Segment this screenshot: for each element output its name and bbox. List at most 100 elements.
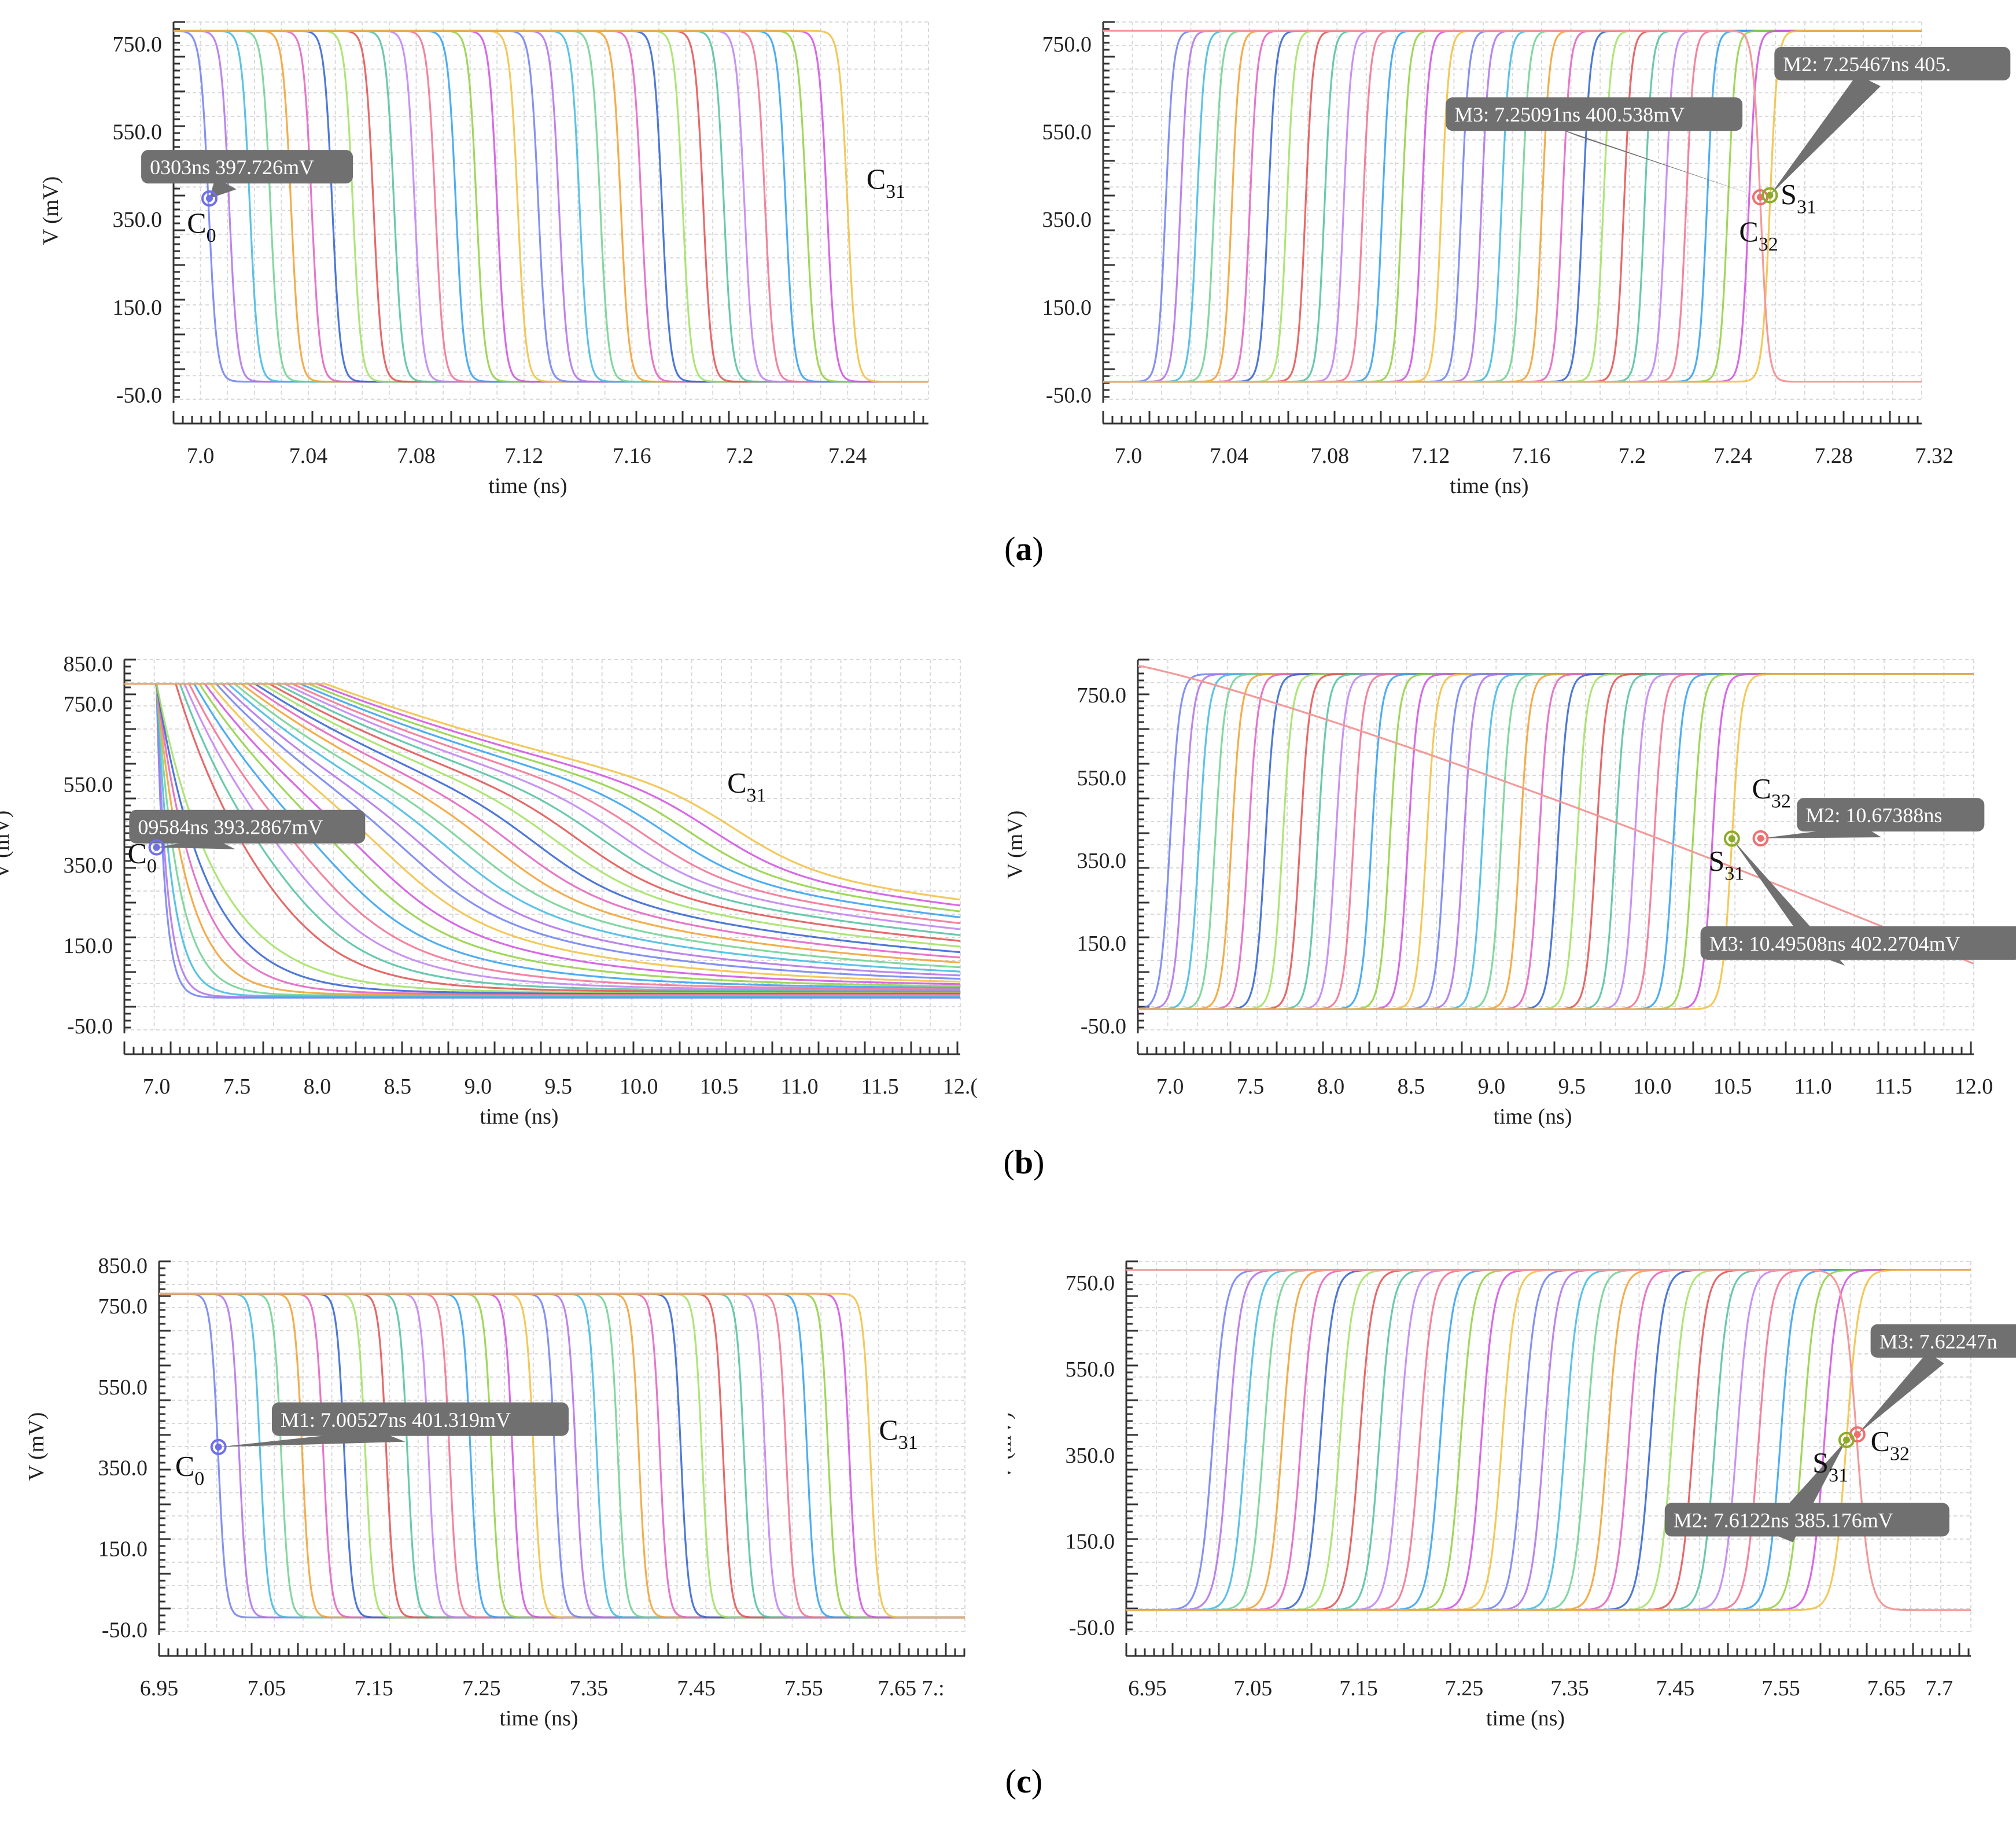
axes: 7.0 7.5 8.0 8.5 9.0 9.5 10.0 10.5 11.0 11.5 12.0 -5…: [1008, 658, 1993, 1129]
y-axis-label: V (mV): [24, 1412, 49, 1481]
y-tick-label: -50.0: [67, 1014, 113, 1039]
x-tick-label: 7.2: [726, 444, 754, 468]
curve-label: C31: [879, 1414, 917, 1453]
marker-dot: [1766, 192, 1774, 199]
marker-dot: [1853, 1431, 1861, 1438]
x-tick-label: 9.5: [1558, 1074, 1586, 1099]
axes: 7.0 7.04 7.08 7.12 7.16 7.2 7.24 -50.0 150.0 350.…: [39, 21, 928, 498]
x-tick-label: 10.0: [1633, 1074, 1672, 1099]
y-tick-label: 750.0: [98, 1294, 148, 1319]
marker-label: M2: 7.6122ns 385.176mV: [1674, 1509, 1893, 1532]
series-curve-19: [124, 683, 960, 969]
curve-label: C31: [727, 767, 766, 807]
x-tick-label: 7.05: [247, 1676, 286, 1700]
y-tick-label: 750.0: [1066, 1271, 1115, 1295]
marker-ring: [148, 839, 165, 856]
y-tick-label: 350.0: [1077, 849, 1127, 873]
curve-label-subscript: 31: [898, 1432, 918, 1453]
markers: 0303ns 397.726mV: [141, 150, 353, 207]
curve-label-subscript: 0: [207, 225, 216, 246]
caption-a-letter: a: [1015, 530, 1033, 568]
curve-label: C32: [1871, 1425, 1910, 1464]
curves: [124, 683, 960, 999]
y-tick-label: 350.0: [64, 853, 113, 878]
markers: M1: 7.00527ns 401.319mV: [210, 1402, 569, 1455]
marker-box: [129, 809, 366, 844]
y-tick-label: 550.0: [98, 1375, 148, 1400]
x-tick-label: 9.5: [545, 1074, 573, 1099]
clock-curve-c32: [1103, 30, 1922, 383]
x-tick-label: 6.95: [140, 1676, 179, 1700]
axes: 6.95 7.05 7.15 7.25 7.35 7.45 7.55 7.65 7.: -50.…: [24, 1254, 965, 1731]
y-tick-label: -50.0: [1081, 1014, 1126, 1039]
chart-a-right: 7.0 7.04 7.08 7.12 7.16 7.2 7.24 7.28 7.32 -50.0 1…: [1042, 21, 2011, 498]
grid: [173, 21, 929, 400]
marker-box: [272, 1402, 569, 1436]
x-tick-label: 7.24: [1713, 444, 1752, 468]
curve-label: S31: [1708, 845, 1744, 885]
x-tick-label: 7.25: [1445, 1676, 1484, 1700]
y-axis-label: V (mV): [1008, 811, 1027, 879]
marker-label: 09584ns 393.2867mV: [138, 816, 323, 839]
x-tick-label: 10.5: [700, 1074, 739, 1099]
x-tick-label: 7.12: [1411, 444, 1450, 468]
marker-box: [1797, 798, 1985, 832]
markers: M2: 10.67388ns M3: 10.49508ns 402.2704mV: [1700, 798, 2016, 966]
curve-label-subscript: 31: [1724, 863, 1744, 885]
chart-c-left: 6.95 7.05 7.15 7.25 7.35 7.45 7.55 7.65 7.: -50.…: [24, 1254, 965, 1731]
x-tick-label: 10.0: [620, 1074, 658, 1099]
y-tick-label: 150.0: [1066, 1530, 1115, 1554]
x-tick-label: 7.55: [1761, 1676, 1800, 1700]
series-curve-21: [124, 683, 960, 959]
series-curve-13: [124, 683, 960, 987]
y-tick-label: 550.0: [1042, 120, 1092, 145]
markers: 09584ns 393.2867mV: [129, 809, 366, 856]
caption-a: (a): [1004, 530, 1044, 568]
x-tick-label: 7.04: [289, 444, 328, 468]
x-axis-label: time (ns): [1450, 474, 1528, 498]
y-tick-label: 150.0: [113, 296, 163, 320]
x-tick-label: 11.5: [1875, 1074, 1912, 1099]
marker-box: [1700, 926, 2016, 960]
marker-ring: [210, 1438, 227, 1455]
y-tick-label: 850.0: [64, 652, 113, 676]
chart-panel-a-left: 7.0 7.04 7.08 7.12 7.16 7.2 7.24 -50.0 150.0 350.…: [0, 0, 1008, 521]
series-curve-18: [124, 683, 960, 973]
marker-dot: [1728, 835, 1735, 842]
curve-label-subscript: 32: [1890, 1443, 1910, 1464]
grid: [124, 659, 961, 1030]
x-tick-label: 8.0: [1317, 1074, 1345, 1099]
x-axis-label: time (ns): [488, 474, 567, 498]
y-tick-label: 150.0: [1077, 932, 1127, 956]
marker-ring: [1723, 830, 1740, 847]
marker-box: [1446, 97, 1743, 131]
caption-c-letter: c: [1016, 1762, 1031, 1800]
y-tick-label: 350.0: [1042, 208, 1092, 232]
x-axis-label: time (ns): [499, 1706, 578, 1731]
series-curve-23: [124, 683, 960, 948]
x-tick-label: 7.0: [1156, 1074, 1184, 1099]
x-tick-label: 7.45: [1656, 1676, 1695, 1700]
series-curve-9: [124, 683, 960, 992]
x-axis-label: time (ns): [480, 1105, 558, 1129]
chart-a-left: 7.0 7.04 7.08 7.12 7.16 7.2 7.24 -50.0 150.0 350.…: [39, 21, 929, 498]
chart-c-right: 6.95 7.05 7.15 7.25 7.35 7.45 7.55 7.65 7.7 -50.0…: [1008, 1260, 2016, 1731]
y-axis-label: V (mV): [1008, 1412, 1016, 1481]
axes: 7.0 7.5 8.0 8.5 9.0 9.5 10.0 10.5 11.0 11.5 12.(-5…: [0, 652, 978, 1129]
x-tick-label: 11.0: [781, 1074, 819, 1099]
marker-label: 0303ns 397.726mV: [150, 156, 314, 179]
y-tick-label: -50.0: [1069, 1616, 1115, 1640]
x-tick-label: 7.35: [570, 1676, 609, 1700]
x-tick-label: 12.(: [943, 1074, 978, 1099]
curve-label: S31: [1781, 178, 1816, 218]
x-tick-label: 7.0: [143, 1074, 171, 1099]
y-tick-label: 750.0: [113, 32, 163, 57]
curve-label-subscript: 32: [1771, 791, 1791, 812]
marker-dot: [1757, 834, 1764, 842]
curve-label: C32: [1739, 215, 1778, 255]
curve-label: C0: [175, 1450, 204, 1490]
clock-curve-c32: [1138, 665, 1974, 965]
x-tick-label: 7.5: [1237, 1074, 1265, 1099]
x-tick-label: 7.08: [397, 444, 436, 468]
series-curve-20: [124, 683, 960, 964]
